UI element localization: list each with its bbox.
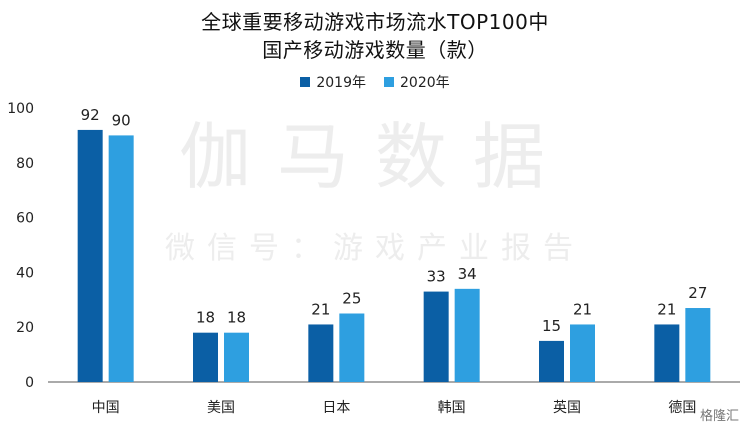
corner-logo: 格隆汇	[696, 405, 742, 424]
legend-label-2019: 2019年	[316, 75, 366, 91]
data-label: 18	[227, 309, 246, 327]
legend-swatch-2019	[300, 77, 311, 87]
bar-2019年-韩国	[423, 291, 449, 382]
bar-2019年-中国	[77, 129, 103, 382]
y-tick-label: 20	[16, 320, 34, 336]
data-label: 21	[311, 300, 330, 318]
x-tick-label: 德国	[668, 400, 696, 416]
bar-2020年-中国	[108, 135, 134, 382]
bar-2019年-英国	[539, 340, 564, 382]
data-label: 15	[542, 317, 561, 335]
bar-2020年-韩国	[454, 288, 480, 382]
bar-2019年-美国	[193, 332, 218, 382]
chart-title-line-1: 全球重要移动游戏市场流水TOP100中	[201, 10, 549, 34]
data-label: 90	[112, 111, 131, 129]
x-tick-label: 韩国	[438, 400, 466, 416]
data-label: 25	[342, 290, 361, 308]
data-label: 27	[688, 284, 707, 302]
y-tick-label: 40	[16, 265, 34, 281]
y-tick-label: 0	[25, 375, 34, 391]
bar-2020年-德国	[685, 308, 711, 382]
bar-2020年-美国	[224, 332, 249, 382]
data-label: 34	[458, 265, 477, 283]
legend-item-2020: 2020年	[384, 72, 450, 92]
x-tick-label: 中国	[92, 400, 120, 416]
data-label: 92	[81, 106, 100, 124]
bar-2020年-英国	[570, 324, 595, 382]
y-tick-label: 60	[16, 211, 34, 227]
legend-swatch-2020	[384, 77, 394, 87]
y-tick-label: 80	[16, 156, 34, 172]
legend-label-2020: 2020年	[400, 75, 450, 91]
y-tick-label: 100	[7, 101, 34, 117]
bar-2020年-日本	[339, 313, 365, 382]
data-label: 21	[573, 300, 592, 318]
bar-2019年-德国	[654, 324, 680, 382]
x-tick-label: 美国	[207, 400, 235, 416]
bar-2019年-日本	[308, 324, 334, 382]
chart-title-line-2: 国产移动游戏数量（款）	[262, 38, 488, 62]
data-label: 18	[196, 309, 215, 327]
data-label: 33	[427, 268, 446, 286]
x-tick-label: 日本	[322, 400, 350, 416]
legend-item-2019: 2019年	[300, 72, 366, 92]
legend: 2019年 2020年	[0, 72, 750, 92]
x-tick-label: 英国	[553, 399, 581, 416]
data-label: 21	[657, 300, 676, 318]
